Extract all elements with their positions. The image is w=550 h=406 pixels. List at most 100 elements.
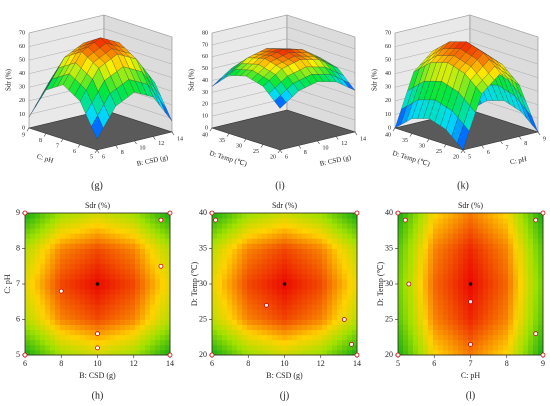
- heat-cell: [35, 218, 41, 224]
- x-tick-label: 8: [524, 141, 527, 147]
- heat-cell: [60, 233, 66, 239]
- heat-cell: [222, 309, 228, 315]
- heat-cell: [125, 218, 131, 224]
- heat-cell: [217, 294, 223, 300]
- heat-cell: [292, 218, 298, 224]
- heat-cell: [493, 304, 499, 310]
- heat-cell: [50, 248, 56, 254]
- heat-cell: [272, 238, 278, 244]
- heat-cell: [100, 324, 106, 331]
- heat-cell: [513, 238, 519, 244]
- heat-cell: [25, 349, 31, 356]
- heat-cell: [342, 299, 348, 305]
- heat-cell: [90, 309, 96, 315]
- heat-cell: [398, 339, 404, 346]
- heat-cell: [332, 233, 338, 239]
- heat-cell: [538, 238, 544, 244]
- heat-cell: [60, 344, 66, 351]
- heat-cell: [488, 263, 494, 270]
- heat-cell: [347, 334, 353, 341]
- heat-cell: [538, 314, 544, 320]
- heat-cell: [433, 349, 439, 356]
- heat-cell: [50, 213, 56, 219]
- heat-cell: [312, 258, 318, 265]
- heat-cell: [40, 344, 46, 351]
- design-point: [468, 341, 473, 347]
- heat-cell: [312, 243, 318, 249]
- heat-cell: [222, 223, 228, 229]
- heat-cell: [508, 329, 514, 336]
- heat-cell: [232, 278, 238, 285]
- heat-cell: [528, 284, 534, 290]
- heat-cell: [403, 309, 409, 315]
- heat-cell: [247, 339, 253, 346]
- heat-cell: [287, 248, 293, 254]
- z-tick-label: 30: [202, 90, 208, 96]
- heat-cell: [140, 263, 146, 270]
- heat-cell: [463, 294, 469, 300]
- heat-cell: [503, 334, 509, 341]
- heat-cell: [120, 223, 126, 229]
- heat-cell: [70, 304, 76, 310]
- heat-cell: [30, 213, 36, 219]
- heat-cell: [438, 339, 444, 346]
- heat-cell: [483, 228, 489, 234]
- heat-cell: [297, 339, 303, 346]
- heat-cell: [508, 223, 514, 229]
- heat-cell: [297, 309, 303, 315]
- heat-cell: [498, 258, 504, 265]
- heat-cell: [120, 268, 126, 275]
- heat-cell: [135, 329, 141, 336]
- heat-cell: [528, 304, 534, 310]
- heat-cell: [110, 294, 116, 300]
- heat-cell: [418, 233, 424, 239]
- x-tick: [134, 140, 137, 145]
- heat-cell: [498, 223, 504, 229]
- heat-cell: [413, 253, 419, 260]
- heat-cell: [523, 329, 529, 336]
- heat-cell: [222, 218, 228, 224]
- heat-cell: [227, 314, 233, 320]
- z-tick-label: 60: [202, 54, 208, 60]
- heat-cell: [352, 243, 358, 249]
- heat-cell: [130, 263, 136, 270]
- x-tick-label: 9: [541, 359, 545, 368]
- heat-cell: [513, 299, 519, 305]
- heat-cell: [448, 268, 454, 275]
- heat-cell: [292, 299, 298, 305]
- heat-cell: [408, 334, 414, 341]
- heat-cell: [90, 324, 96, 331]
- heat-cell: [307, 349, 313, 356]
- heat-cell: [90, 314, 96, 320]
- heat-cell: [428, 324, 434, 331]
- heat-cell: [150, 213, 156, 219]
- heat-cell: [35, 238, 41, 244]
- heat-cell: [247, 319, 253, 325]
- heat-cell: [347, 284, 353, 290]
- heat-cell: [423, 334, 429, 341]
- heat-cell: [212, 228, 218, 234]
- heat-cell: [438, 258, 444, 265]
- heat-cell: [90, 334, 96, 341]
- heat-cell: [317, 223, 323, 229]
- heat-cell: [45, 223, 51, 229]
- heat-cell: [40, 268, 46, 275]
- heat-cell: [45, 258, 51, 265]
- x-tick-label: 8: [59, 359, 63, 368]
- y-tick-label: 25: [385, 314, 393, 323]
- heat-cell: [222, 314, 228, 320]
- heat-cell: [262, 324, 268, 331]
- heat-cell: [533, 268, 539, 275]
- heat-cell: [453, 334, 459, 341]
- heat-cell: [347, 223, 353, 229]
- heat-cell: [60, 258, 66, 265]
- heat-cell: [70, 329, 76, 336]
- heat-cell: [503, 299, 509, 305]
- heat-cell: [50, 319, 56, 325]
- z-tick-label: 20: [385, 98, 391, 104]
- heat-cell: [332, 258, 338, 265]
- heat-cell: [25, 304, 31, 310]
- heat-cell: [352, 223, 358, 229]
- heat-cell: [463, 349, 469, 356]
- heat-cell: [105, 243, 111, 249]
